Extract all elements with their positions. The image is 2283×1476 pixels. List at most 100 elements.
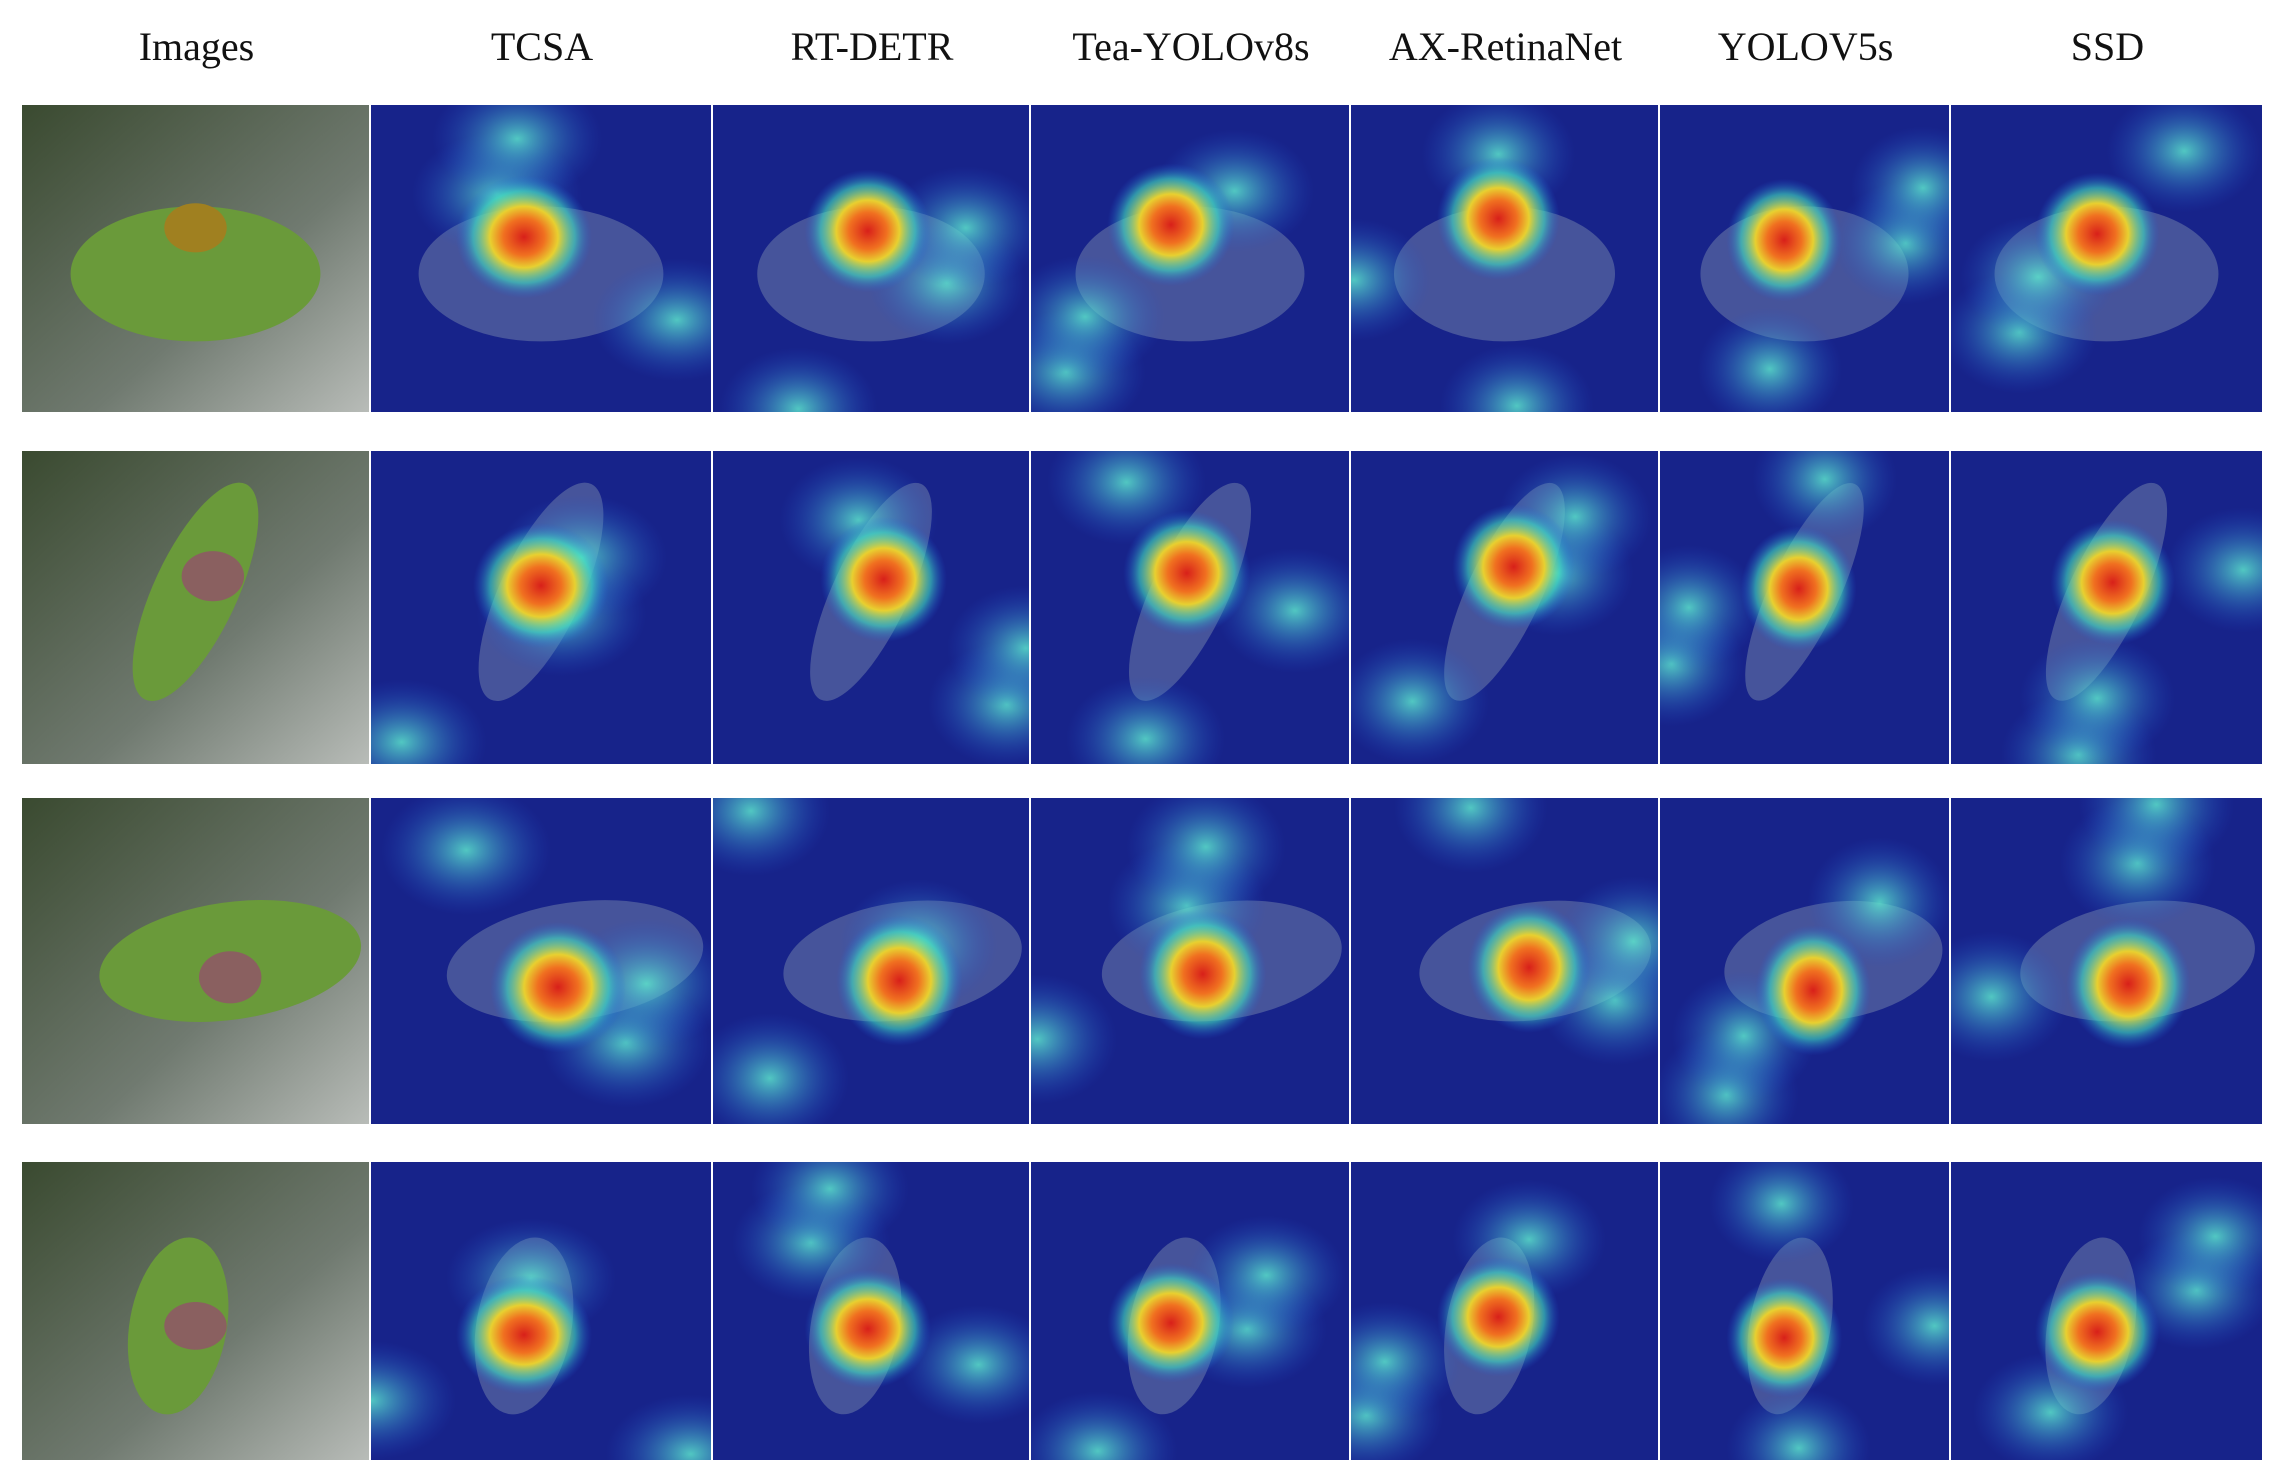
image-cell	[1951, 105, 2262, 412]
cell-content	[1951, 798, 2262, 1124]
image-cell	[1660, 1162, 1949, 1460]
image-cell	[713, 105, 1029, 412]
leaf	[70, 206, 321, 342]
glow-region	[605, 1394, 711, 1460]
glow-region	[713, 1013, 849, 1124]
glow-region	[1440, 344, 1594, 412]
lesion	[198, 951, 262, 1004]
heat-spot	[1740, 526, 1857, 652]
heat-spot	[473, 522, 609, 649]
cell-content	[22, 451, 369, 764]
cell-content	[371, 451, 711, 764]
heat-spot	[1726, 178, 1843, 302]
cell-content	[1351, 451, 1658, 764]
cell-content	[1351, 1162, 1658, 1460]
image-cell	[371, 798, 711, 1124]
image-cell	[1031, 105, 1349, 412]
image-cell	[1951, 451, 2262, 764]
image-cell	[22, 105, 369, 412]
heat-spot	[2050, 519, 2175, 646]
cell-content	[1660, 1162, 1949, 1460]
image-cell	[1031, 798, 1349, 1124]
heat-spot	[836, 915, 963, 1046]
column-header: AX-RetinaNet	[1389, 24, 1622, 69]
cell-content	[1031, 105, 1349, 412]
column-header: RT-DETR	[791, 24, 954, 69]
glow-region	[1351, 638, 1490, 764]
heat-spot	[2034, 1272, 2160, 1392]
cell-content	[713, 1162, 1029, 1460]
glow-region	[1862, 1266, 1949, 1386]
heat-spot	[804, 169, 932, 293]
heat-spot	[490, 921, 626, 1053]
cell-content	[371, 105, 711, 412]
heat-spot	[456, 175, 592, 299]
column-header: SSD	[2071, 24, 2144, 69]
cell-content	[1951, 1162, 2262, 1460]
glow-region	[432, 105, 603, 201]
glow-region	[1709, 1162, 1854, 1264]
lesion	[181, 551, 245, 602]
heat-spot	[1452, 504, 1576, 630]
image-cell	[1031, 451, 1349, 764]
glow-region	[750, 1162, 909, 1249]
glow-region	[1351, 218, 1431, 342]
image-cell	[1031, 1162, 1349, 1460]
image-cell	[1660, 798, 1949, 1124]
image-cell	[371, 105, 711, 412]
image-cell	[22, 798, 369, 1124]
column-header: YOLOV5s	[1718, 24, 1894, 69]
glow-region	[371, 1340, 456, 1460]
lesion	[164, 1302, 227, 1350]
glow-region	[1850, 126, 1949, 250]
image-cell	[1660, 451, 1949, 764]
glow-region	[2019, 635, 2175, 761]
image-cell	[371, 451, 711, 764]
cell-content	[1951, 451, 2262, 764]
cell-content	[1351, 798, 1658, 1124]
heat-spot	[1123, 510, 1251, 636]
glow-region	[1726, 1388, 1871, 1460]
lesion	[164, 203, 227, 253]
glow-region	[1031, 255, 1165, 379]
heat-spot	[820, 516, 947, 642]
image-cell	[1351, 105, 1658, 412]
heat-spot	[1726, 1278, 1843, 1398]
heat-spot	[1436, 1257, 1560, 1377]
glow-region	[1752, 451, 1897, 542]
cell-content	[713, 451, 1029, 764]
cell-content	[22, 798, 369, 1124]
image-cell	[371, 1162, 711, 1460]
image-cell	[22, 451, 369, 764]
heat-spot	[1436, 157, 1560, 280]
heat-spot	[2034, 172, 2160, 296]
heat-spot	[1467, 902, 1591, 1033]
column-header: Images	[139, 24, 255, 69]
glow-region	[1697, 307, 1843, 412]
glow-region	[381, 798, 552, 916]
cell-content	[22, 1162, 369, 1460]
cell-content	[1031, 451, 1349, 764]
cell-content	[713, 798, 1029, 1124]
image-cell	[1660, 105, 1949, 412]
glow-region	[713, 798, 830, 877]
glow-region	[1066, 676, 1225, 764]
cell-content	[22, 105, 369, 412]
cell-content	[1031, 798, 1349, 1124]
cell-content	[1660, 105, 1949, 412]
column-header: Tea-YOLOv8s	[1072, 24, 1309, 69]
image-cell	[1951, 1162, 2262, 1460]
cell-content	[1951, 105, 2262, 412]
heat-spot	[1755, 925, 1871, 1056]
glow-region	[592, 258, 711, 382]
cell-content	[371, 1162, 711, 1460]
cell-content	[1660, 451, 1949, 764]
heat-spot	[1107, 1263, 1235, 1383]
column-header: TCSA	[491, 24, 593, 69]
cell-content	[1660, 798, 1949, 1124]
cell-content	[1351, 105, 1658, 412]
glow-region	[1351, 1302, 1462, 1422]
image-cell	[713, 798, 1029, 1124]
